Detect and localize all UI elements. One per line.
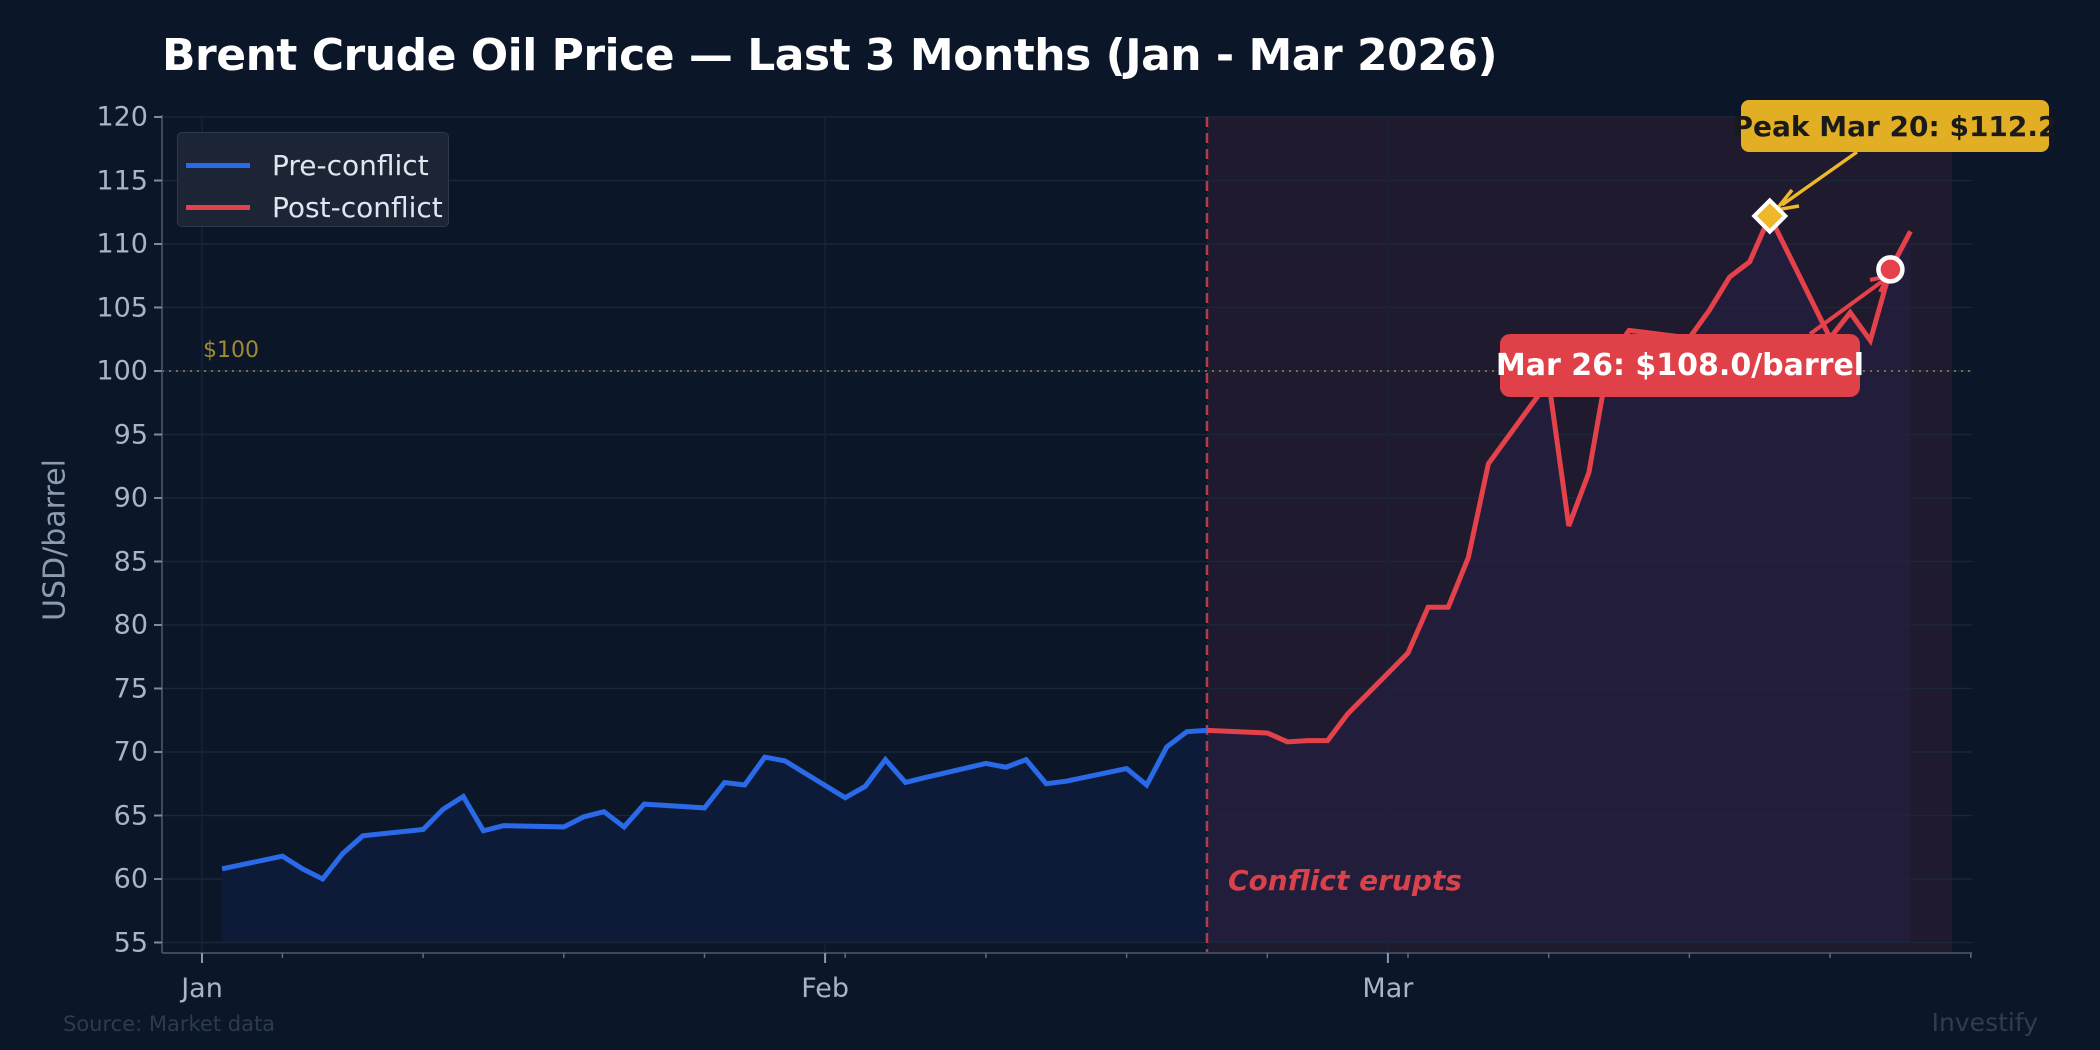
y-tick-label: 100 [96,355,148,387]
peak-arrow [1780,150,1859,207]
peak-annotation: Peak Mar 20: $112.2 [1732,100,2058,152]
legend: Pre-conflict Post-conflict [177,132,449,227]
x-tick-label: Mar [1362,973,1414,1004]
brand-watermark: Investify [1931,1008,2038,1037]
current-price-annotation: Mar 26: $108.0/barrel [1496,334,1864,397]
current-point-circle-icon [1876,255,1905,284]
current-arrow [1808,278,1886,336]
pre-conflict-line [221,727,1208,883]
pre-conflict-area [222,730,1208,942]
source-note: Source: Market data [63,1012,276,1036]
y-tick-label: 95 [113,419,148,450]
chart-title: Brent Crude Oil Price — Last 3 Months (J… [162,30,1498,81]
post-conflict-area [1207,216,1911,942]
legend-label: Pre-conflict [272,149,429,182]
y-axis-label: USD/barrel [37,459,73,621]
x-tick-label: Jan [181,973,223,1004]
legend-swatch-red [186,205,250,210]
peak-diamond-icon [1751,197,1789,235]
y-tick-label: 120 [96,101,148,133]
reference-100-label: $100 [203,338,259,363]
y-tick-label: 80 [113,609,148,641]
legend-label: Post-conflict [272,191,443,224]
legend-item-pre-conflict: Pre-conflict [186,149,429,182]
y-tick-label: 90 [113,482,148,514]
legend-swatch-blue [186,163,250,168]
y-tick-label: 60 [113,863,148,895]
y-tick-label: 55 [113,927,148,958]
y-tick-label: 85 [113,546,148,577]
y-tick-label: 110 [96,228,148,260]
y-tick-label: 65 [113,800,148,831]
y-tick-label: 70 [113,736,148,768]
conflict-erupts-label: Conflict erupts [1228,864,1462,897]
y-tick-label: 105 [96,292,148,323]
legend-item-post-conflict: Post-conflict [186,191,443,224]
y-tick-label: 75 [113,673,148,704]
y-tick-label: 115 [96,165,148,196]
x-tick-label: Feb [801,973,849,1004]
post-conflict-line [1206,210,1913,745]
